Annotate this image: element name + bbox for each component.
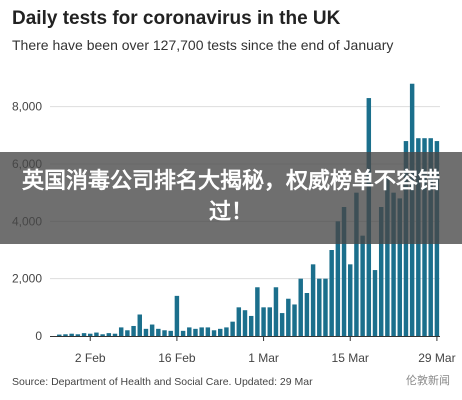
bar bbox=[106, 333, 112, 336]
x-tick-label: 16 Feb bbox=[158, 351, 196, 365]
bar bbox=[298, 278, 303, 336]
bar bbox=[286, 298, 291, 336]
bar bbox=[329, 250, 334, 336]
x-axis-ticks: 2 Feb 16 Feb 1 Mar 15 Mar 29 Mar bbox=[75, 336, 456, 365]
overlay-banner: 英国消毒公司排名大揭秘，权威榜单不容错过！ bbox=[0, 152, 462, 244]
chart-title: Daily tests for coronavirus in the UK bbox=[12, 8, 341, 29]
bar bbox=[81, 333, 87, 336]
bar bbox=[199, 327, 204, 336]
bar bbox=[261, 307, 266, 336]
bar bbox=[341, 207, 347, 336]
bar bbox=[143, 328, 149, 336]
bar bbox=[335, 221, 341, 336]
bar bbox=[218, 328, 223, 336]
bar bbox=[162, 330, 167, 336]
chart-subtitle: There have been over 127,700 tests since… bbox=[12, 37, 394, 53]
bar bbox=[354, 192, 359, 336]
bar bbox=[248, 315, 254, 336]
y-tick-label: 0 bbox=[35, 329, 42, 343]
watermark-text: 伦敦新闻 bbox=[406, 375, 450, 387]
bar bbox=[100, 334, 105, 336]
bar bbox=[69, 333, 74, 336]
bar bbox=[378, 207, 384, 336]
overlay-headline: 英国消毒公司排名大揭秘，权威榜单不容错过！ bbox=[22, 169, 441, 225]
bar bbox=[360, 235, 365, 336]
bar bbox=[63, 334, 68, 336]
bar bbox=[187, 327, 192, 336]
bar bbox=[310, 264, 316, 336]
bar bbox=[168, 330, 173, 336]
bar bbox=[57, 334, 62, 336]
bar bbox=[292, 304, 297, 336]
bar bbox=[267, 307, 272, 336]
x-tick-label: 29 Mar bbox=[418, 351, 455, 365]
bar bbox=[323, 278, 328, 336]
bar bbox=[205, 327, 211, 336]
bar bbox=[255, 287, 260, 336]
x-tick-label: 15 Mar bbox=[332, 351, 369, 365]
bar bbox=[174, 295, 180, 336]
bar bbox=[236, 307, 242, 336]
bar bbox=[137, 314, 142, 336]
bar bbox=[242, 310, 248, 336]
bar bbox=[193, 328, 198, 336]
bar bbox=[131, 325, 136, 336]
bar bbox=[112, 333, 118, 336]
bar bbox=[224, 327, 229, 336]
bar bbox=[385, 178, 390, 336]
bar bbox=[94, 332, 99, 336]
bar bbox=[304, 293, 310, 336]
bar bbox=[211, 330, 217, 336]
bar bbox=[348, 264, 353, 336]
x-tick-label: 1 Mar bbox=[248, 351, 279, 365]
bar bbox=[118, 327, 124, 336]
bar bbox=[180, 330, 186, 336]
bar bbox=[88, 333, 93, 336]
y-tick-label: 8,000 bbox=[12, 100, 42, 114]
bar bbox=[397, 198, 402, 336]
y-tick-label: 2,000 bbox=[12, 272, 42, 286]
bar bbox=[372, 270, 378, 336]
bar bbox=[391, 192, 396, 336]
bar bbox=[75, 334, 81, 336]
bar bbox=[273, 287, 279, 336]
bar bbox=[230, 321, 235, 336]
bar bbox=[317, 278, 322, 336]
source-note: Source: Department of Health and Social … bbox=[12, 376, 313, 388]
bar bbox=[156, 328, 161, 336]
x-tick-label: 2 Feb bbox=[75, 351, 106, 365]
bar bbox=[125, 330, 130, 336]
bar bbox=[149, 324, 155, 336]
bar bbox=[279, 313, 285, 336]
